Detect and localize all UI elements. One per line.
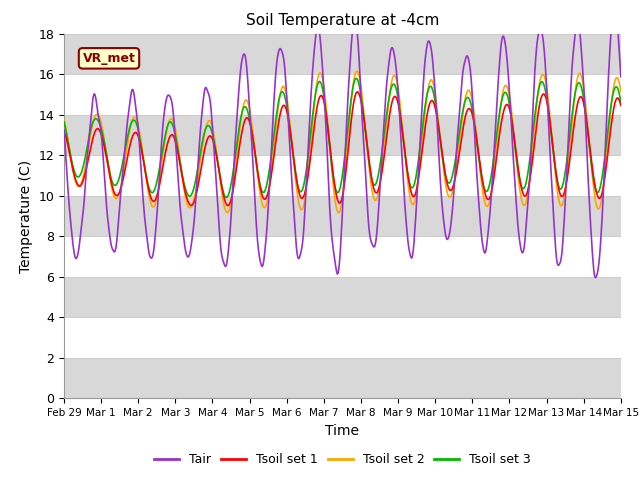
- Tsoil set 3: [214, 157, 221, 163]
- Tsoil set 3: [223, 195, 230, 201]
- Tsoil set 2: [335, 210, 343, 216]
- Tsoil set 3: [70, 168, 78, 173]
- Tair: [127, 89, 135, 95]
- Tair: [60, 127, 68, 132]
- Tsoil set 1: [354, 89, 362, 95]
- Tsoil set 1: [127, 137, 135, 143]
- Line: Tsoil set 2: Tsoil set 2: [64, 71, 621, 213]
- Text: VR_met: VR_met: [83, 52, 136, 65]
- Tsoil set 2: [60, 117, 68, 123]
- Title: Soil Temperature at -4cm: Soil Temperature at -4cm: [246, 13, 439, 28]
- Line: Tsoil set 3: Tsoil set 3: [64, 78, 621, 198]
- Tsoil set 1: [428, 97, 436, 103]
- Tair: [214, 195, 221, 201]
- Tsoil set 2: [412, 195, 419, 201]
- Tsoil set 2: [184, 203, 192, 209]
- Tair: [612, 5, 620, 11]
- Tair: [426, 42, 434, 48]
- Tair: [184, 254, 192, 260]
- Tair: [410, 239, 418, 244]
- Tsoil set 2: [353, 68, 360, 74]
- Tsoil set 1: [225, 203, 232, 208]
- Tsoil set 2: [214, 156, 221, 161]
- Tsoil set 1: [214, 157, 221, 163]
- Line: Tair: Tair: [64, 8, 621, 277]
- Bar: [64, 317, 621, 358]
- Tair: [70, 250, 78, 255]
- Tsoil set 2: [617, 89, 625, 95]
- Bar: [64, 74, 621, 115]
- Tsoil set 2: [428, 77, 436, 83]
- Tsoil set 3: [412, 176, 419, 182]
- Tsoil set 1: [412, 191, 419, 196]
- Bar: [64, 236, 621, 277]
- Line: Tsoil set 1: Tsoil set 1: [64, 92, 621, 205]
- Tsoil set 2: [127, 120, 135, 126]
- X-axis label: Time: Time: [325, 424, 360, 438]
- Tsoil set 1: [60, 128, 68, 134]
- Tsoil set 1: [70, 171, 78, 177]
- Tsoil set 2: [70, 173, 78, 179]
- Tair: [617, 74, 625, 80]
- Tsoil set 1: [617, 103, 625, 108]
- Tsoil set 3: [60, 119, 68, 125]
- Tsoil set 1: [184, 198, 192, 204]
- Tsoil set 3: [428, 85, 436, 91]
- Tsoil set 3: [617, 99, 625, 105]
- Tsoil set 3: [184, 192, 192, 198]
- Y-axis label: Temperature (C): Temperature (C): [19, 159, 33, 273]
- Tsoil set 3: [352, 75, 360, 81]
- Bar: [64, 155, 621, 196]
- Tsoil set 3: [127, 120, 135, 126]
- Tair: [591, 275, 599, 280]
- Bar: [64, 0, 621, 34]
- Legend: Tair, Tsoil set 1, Tsoil set 2, Tsoil set 3: Tair, Tsoil set 1, Tsoil set 2, Tsoil se…: [148, 448, 536, 471]
